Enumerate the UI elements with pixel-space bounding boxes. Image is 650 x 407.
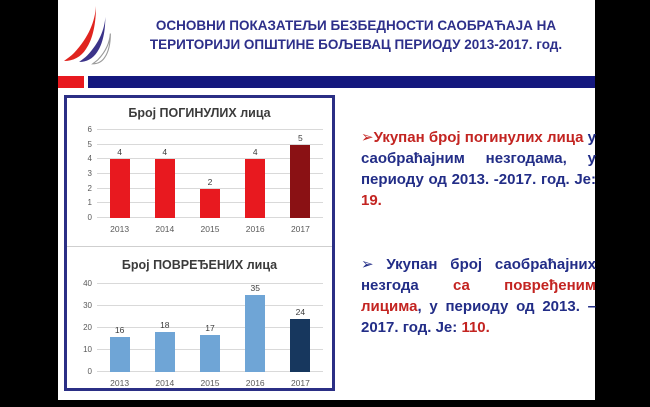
bar-slot-2015: 17 [187, 284, 232, 372]
bullet-text-segment: у саобраћајним незгодама, у периоду од 2… [361, 129, 597, 188]
y-axis-tick-label: 3 [87, 169, 92, 178]
bullet-injured-total: ➢ Укупан број саобраћајних незгода са по… [361, 254, 596, 338]
bullet-text-segment: ➢ Укупан број саобраћајних незгода [361, 256, 596, 294]
bar-slot-2017: 24 [278, 284, 323, 372]
x-axis-tick-label: 2017 [290, 378, 310, 388]
y-axis-tick-label: 2 [87, 183, 92, 193]
logo-white-sail [91, 33, 111, 65]
y-axis-tick-label: 30 [83, 301, 92, 310]
slide-title-line1: ОСНОВНИ ПОКАЗАТЕЉИ БЕЗБЕДНОСТИ САОБРАЋАЈ… [155, 18, 557, 33]
bullet-text-segment: са повређеним лицима [361, 277, 596, 315]
logo-red-sail [64, 6, 96, 61]
x-axis-tick-label: 2014 [155, 378, 175, 388]
data-label-2015: 2 [207, 176, 213, 187]
chart-x-axis-labels: 2013 2014 2015 2016 2017 [97, 224, 323, 234]
data-label-2014: 18 [160, 320, 170, 331]
bullet-text-segment: 19. [361, 192, 382, 209]
chart-injured-persons: Број ПОВРЕЂЕНИХ лица 0 10 20 30 40 16 18 17 35 24… [67, 247, 332, 388]
presentation-slide: ОСНОВНИ ПОКАЗАТЕЉИ БЕЗБЕДНОСТИ САОБРАЋАЈ… [58, 0, 596, 400]
data-label-2014: 4 [162, 147, 168, 158]
y-axis-tick-label: 20 [83, 323, 92, 332]
gridline [97, 173, 323, 174]
gridline [97, 283, 323, 284]
gridline [97, 129, 323, 130]
bullet-text-segment: , у периоду од 2013. – 2017. год. Је: [361, 298, 596, 336]
data-label-2013: 4 [117, 147, 122, 158]
x-axis-tick-label: 2015 [200, 224, 220, 234]
x-axis-tick-label: 2017 [290, 224, 310, 234]
y-axis-tick-label: 5 [87, 139, 92, 149]
bar-slot-2016: 35 [233, 283, 278, 372]
header-bar-red-segment [58, 76, 84, 88]
header-bar-navy-segment [88, 76, 595, 88]
x-axis-tick-label: 2013 [110, 224, 130, 234]
data-label-2016: 4 [252, 147, 258, 158]
bar-slot-2015: 2 [187, 130, 232, 218]
bar-2017 [290, 319, 311, 372]
x-axis-tick-label: 2015 [200, 378, 220, 388]
slide-title-line2: ТЕРИТОРИЈИ ОПШТИНЕ БОЉЕВАЦ ПЕРИОДУ 2013-… [149, 37, 563, 52]
chart-plot-area: 0 10 20 30 40 16 18 17 35 24 [83, 279, 323, 376]
gridline [97, 305, 323, 306]
bar-2016 [245, 295, 266, 372]
y-axis-tick-label: 6 [87, 125, 92, 134]
chart-x-axis-labels: 2013 2014 2015 2016 2017 [97, 378, 323, 388]
data-label-2013: 16 [114, 324, 125, 335]
gridline [97, 158, 323, 160]
bullet-killed-total: ➢Укупан број погинулих лица у саобраћајн… [361, 127, 596, 211]
road-safety-agency-logo [64, 6, 111, 65]
bar-slot-2014: 4 [142, 130, 187, 218]
y-axis-tick-label: 40 [83, 279, 92, 288]
data-label-2017: 24 [295, 307, 306, 318]
bar-2013 [109, 159, 130, 218]
y-axis-tick-label: 4 [87, 154, 92, 164]
chart-plot-area: 0 1 2 3 4 5 6 4 4 2 4 5 [88, 125, 323, 222]
gridline [97, 327, 323, 328]
bar-slot-2016: 4 [233, 130, 278, 218]
chart-title: Број ПОВРЕЂЕНИХ лица [121, 258, 278, 272]
bar-2015 [200, 334, 220, 372]
bar-slot-2013: 4 [97, 130, 142, 218]
x-axis-tick-label: 2016 [245, 378, 265, 388]
y-axis-tick-label: 1 [87, 198, 92, 208]
bar-slot-2014: 18 [142, 284, 187, 372]
bars-group: 16 18 17 35 24 [97, 283, 323, 372]
x-axis-tick-label: 2016 [245, 224, 265, 234]
y-axis-tick-label: 0 [87, 213, 92, 222]
gridline [97, 187, 323, 189]
bar-2013 [109, 336, 130, 372]
bar-2014 [154, 332, 175, 372]
bar-2016 [245, 159, 266, 218]
bar-slot-2013: 16 [97, 284, 142, 372]
bar-2014 [154, 159, 175, 218]
data-label-2016: 35 [250, 283, 260, 293]
bar-2015 [200, 188, 220, 218]
gridline [97, 143, 323, 145]
data-label-2015: 17 [205, 322, 215, 333]
logo-navy-sail [79, 16, 106, 62]
x-axis-tick-label: 2014 [155, 224, 175, 234]
bars-group: 4 4 2 4 5 [97, 130, 323, 218]
bullet-text-segment: ➢Укупан број погинулих лица [361, 129, 584, 146]
bar-2017 [290, 144, 311, 218]
chart-title: Број ПОГИНУЛИХ лица [128, 106, 271, 120]
y-axis-tick-label: 10 [83, 345, 92, 354]
y-axis-tick-label: 0 [87, 367, 92, 376]
slide-title: ОСНОВНИ ПОКАЗАТЕЉИ БЕЗБЕДНОСТИ САОБРАЋАЈ… [122, 16, 590, 54]
bullet-text-segment: 110. [461, 319, 490, 336]
x-axis-tick-label: 2013 [110, 378, 130, 388]
data-label-2017: 5 [298, 132, 303, 143]
bar-slot-2017: 5 [278, 130, 323, 218]
